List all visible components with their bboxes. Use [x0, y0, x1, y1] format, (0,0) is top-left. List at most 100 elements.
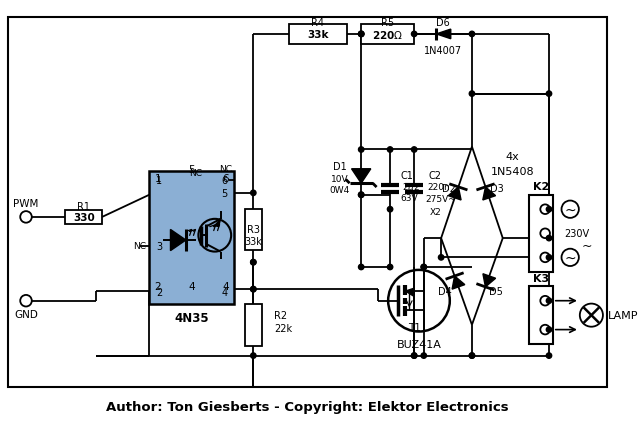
- Text: 6: 6: [221, 176, 228, 186]
- Text: D1: D1: [333, 162, 347, 172]
- Text: NC: NC: [219, 165, 232, 174]
- Circle shape: [412, 147, 417, 153]
- Polygon shape: [352, 169, 371, 184]
- Text: 330: 330: [73, 212, 94, 222]
- Bar: [149, 171, 234, 304]
- Circle shape: [546, 236, 552, 241]
- Polygon shape: [406, 289, 414, 296]
- Text: C2: C2: [429, 171, 442, 181]
- Text: 4: 4: [222, 282, 228, 292]
- Circle shape: [438, 255, 444, 261]
- Text: 1: 1: [154, 174, 161, 184]
- Circle shape: [387, 207, 393, 212]
- Bar: [529, 286, 553, 344]
- Circle shape: [546, 92, 552, 97]
- Text: D6: D6: [436, 18, 450, 28]
- Text: GND: GND: [14, 310, 38, 319]
- Circle shape: [359, 32, 364, 37]
- Text: D4: D4: [438, 286, 452, 296]
- Circle shape: [251, 287, 256, 292]
- Circle shape: [251, 287, 256, 292]
- Bar: [529, 195, 553, 272]
- Text: NC: NC: [189, 169, 202, 178]
- Bar: [361, 25, 414, 44]
- Polygon shape: [215, 219, 221, 227]
- Text: 220n: 220n: [428, 182, 450, 191]
- Text: R2: R2: [274, 310, 288, 320]
- Circle shape: [469, 353, 475, 359]
- Circle shape: [359, 193, 364, 198]
- Text: R4: R4: [311, 18, 324, 28]
- Circle shape: [421, 265, 426, 270]
- Text: 2: 2: [156, 287, 162, 297]
- Circle shape: [412, 353, 417, 359]
- Bar: [244, 304, 262, 346]
- Text: 22k: 22k: [274, 323, 293, 333]
- Circle shape: [359, 32, 364, 37]
- Circle shape: [546, 298, 552, 304]
- Text: 5: 5: [188, 164, 195, 174]
- Text: 63V: 63V: [401, 194, 418, 203]
- Text: 33k: 33k: [244, 237, 262, 246]
- Text: LAMP: LAMP: [608, 310, 638, 320]
- Text: T1: T1: [408, 322, 420, 332]
- Text: 220$\Omega$: 220$\Omega$: [372, 29, 403, 41]
- Circle shape: [546, 327, 552, 332]
- Text: 230V: 230V: [565, 229, 590, 239]
- Circle shape: [469, 32, 475, 37]
- Text: X2: X2: [429, 207, 441, 216]
- Circle shape: [251, 353, 256, 359]
- Text: NC: NC: [133, 242, 146, 251]
- Circle shape: [546, 353, 552, 359]
- Circle shape: [421, 265, 426, 270]
- Circle shape: [359, 32, 364, 37]
- Text: BUZ41A: BUZ41A: [397, 339, 441, 349]
- Text: 4x: 4x: [505, 152, 519, 162]
- Circle shape: [546, 255, 552, 261]
- Polygon shape: [483, 187, 496, 200]
- Bar: [66, 211, 102, 224]
- Text: 4N35: 4N35: [174, 311, 209, 324]
- Text: Author: Ton Giesberts - Copyright: Elektor Electronics: Author: Ton Giesberts - Copyright: Elekt…: [106, 400, 508, 413]
- Polygon shape: [170, 230, 186, 251]
- Bar: [244, 210, 262, 250]
- Circle shape: [421, 353, 426, 359]
- Text: ~: ~: [565, 203, 576, 217]
- Circle shape: [387, 147, 393, 153]
- Text: 33k: 33k: [307, 30, 329, 40]
- Circle shape: [546, 207, 552, 212]
- Text: 6: 6: [222, 174, 228, 184]
- Text: ~: ~: [565, 251, 576, 265]
- Circle shape: [359, 147, 364, 153]
- Text: K3: K3: [533, 273, 549, 283]
- Text: 275V~: 275V~: [426, 195, 457, 204]
- Circle shape: [359, 265, 364, 270]
- Text: ~: ~: [582, 240, 592, 253]
- Bar: [289, 25, 346, 44]
- Text: 4: 4: [188, 282, 195, 292]
- Text: 1: 1: [156, 176, 162, 186]
- Circle shape: [412, 32, 417, 37]
- Text: 4: 4: [221, 287, 228, 297]
- Circle shape: [251, 260, 256, 265]
- Polygon shape: [483, 274, 496, 287]
- Circle shape: [359, 193, 364, 198]
- Circle shape: [469, 92, 475, 97]
- Circle shape: [251, 190, 256, 196]
- Text: 10V: 10V: [331, 175, 349, 184]
- Text: 3: 3: [156, 241, 162, 251]
- Text: R3: R3: [247, 225, 260, 235]
- Text: D2: D2: [442, 184, 456, 194]
- Text: K2: K2: [533, 181, 549, 192]
- Polygon shape: [449, 187, 461, 200]
- Text: D3: D3: [490, 184, 504, 194]
- Polygon shape: [452, 276, 465, 289]
- Circle shape: [469, 353, 475, 359]
- Circle shape: [412, 353, 417, 359]
- Text: D5: D5: [489, 286, 503, 296]
- Circle shape: [251, 260, 256, 265]
- Text: 2$\mu$2: 2$\mu$2: [402, 180, 420, 193]
- Polygon shape: [436, 30, 451, 40]
- Text: 1N4007: 1N4007: [424, 46, 462, 56]
- Text: R1: R1: [77, 202, 91, 212]
